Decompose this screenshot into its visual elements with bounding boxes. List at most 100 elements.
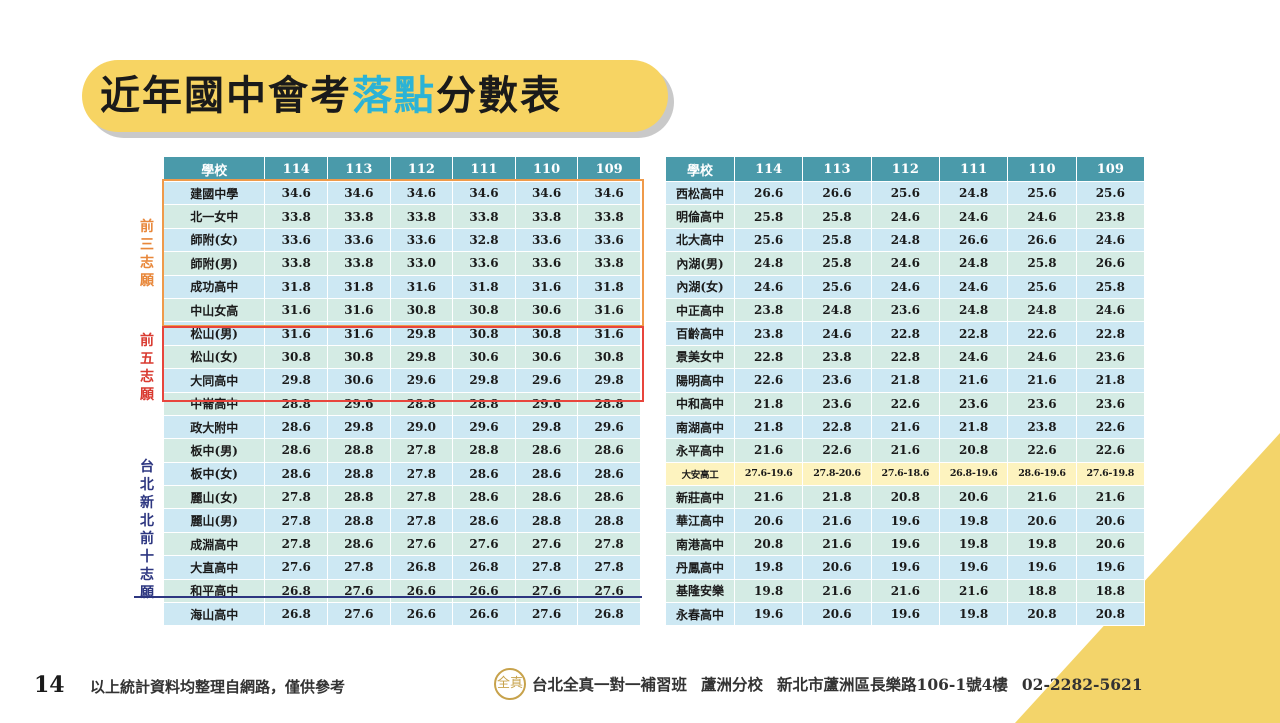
score-cell: 34.6	[577, 180, 641, 206]
score-cell: 20.6	[802, 602, 872, 627]
score-cell: 30.8	[264, 344, 329, 370]
score-cell: 26.6	[1075, 251, 1146, 276]
title-banner	[82, 60, 668, 132]
score-cell: 29.6	[452, 414, 516, 440]
score-cell: 19.8	[938, 531, 1009, 557]
school-name-cell: 丹鳳高中	[665, 555, 735, 580]
score-cell: 26.6	[452, 602, 516, 627]
score-cell: 23.8	[1007, 414, 1077, 440]
school-name-cell: 大直高中	[162, 555, 266, 580]
school-name-cell: 永春高中	[665, 602, 735, 627]
score-cell: 27.8	[327, 555, 391, 580]
score-cell: 29.8	[389, 344, 454, 370]
score-cell: 26.8	[577, 602, 641, 627]
score-cell: 19.8	[733, 578, 804, 604]
score-cell: 23.6	[1007, 391, 1077, 416]
score-cell: 28.8	[327, 438, 391, 463]
score-cell: 29.8	[514, 414, 579, 440]
score-cell: 24.6	[733, 274, 804, 299]
header-year: 114	[264, 156, 329, 182]
score-cell: 30.6	[327, 368, 391, 393]
score-cell: 27.8	[264, 485, 329, 510]
score-cell: 26.8	[389, 555, 454, 580]
header-year: 110	[514, 156, 579, 182]
score-cell: 20.6	[1007, 508, 1077, 533]
header-school: 學校	[162, 156, 266, 182]
score-cell: 26.6	[452, 578, 516, 604]
logo-icon: 全真	[494, 668, 526, 700]
school-name-cell: 大同高中	[162, 368, 266, 393]
table-row: 百齡高中 23.8 24.6 22.8 22.8 22.6 22.8	[665, 321, 1146, 346]
table-row: 永春高中 19.6 20.6 19.6 19.8 20.8 20.8	[665, 602, 1146, 627]
table-row: 松山(男) 31.6 31.6 29.8 30.8 30.8 31.6	[162, 321, 641, 346]
score-cell: 22.6	[733, 368, 804, 393]
score-cell: 28.8	[327, 485, 391, 510]
score-cell: 22.6	[1075, 438, 1146, 463]
score-cell: 23.6	[1075, 344, 1146, 370]
score-cell: 28.8	[327, 508, 391, 533]
score-cell: 30.8	[452, 321, 516, 346]
score-cell: 33.8	[264, 204, 329, 229]
header-row: 學校 114 113 112 111 110 109	[665, 156, 1146, 182]
table-row: 板中(男) 28.6 28.8 27.8 28.8 28.6 28.6	[162, 438, 641, 463]
footer-note: 以上統計資料均整理自網路，僅供參考	[90, 678, 346, 696]
score-cell: 25.8	[802, 227, 872, 253]
score-cell: 34.6	[389, 180, 454, 206]
score-cell: 28.6-19.6	[1007, 461, 1077, 487]
score-cell: 21.6	[802, 578, 872, 604]
score-cell: 27.8	[264, 508, 329, 533]
school-name-cell: 和平高中	[162, 578, 266, 604]
header-year: 111	[938, 156, 1009, 182]
score-cell: 22.8	[733, 344, 804, 370]
score-cell: 21.8	[733, 414, 804, 440]
score-cell: 27.6	[514, 578, 579, 604]
score-cell: 29.6	[577, 414, 641, 440]
score-cell: 23.8	[733, 297, 804, 323]
score-cell: 25.8	[733, 204, 804, 229]
score-cell: 33.6	[577, 227, 641, 253]
score-cell: 24.8	[938, 251, 1009, 276]
score-cell: 26.6	[802, 180, 872, 206]
group-label-top3: 前三志願	[140, 219, 154, 289]
score-cell: 23.8	[1075, 204, 1146, 229]
score-cell: 22.8	[1075, 321, 1146, 346]
table-row: 基隆安樂 19.8 21.6 21.6 21.6 18.8 18.8	[665, 578, 1146, 604]
score-cell: 29.6	[389, 368, 454, 393]
table-row: 陽明高中 22.6 23.6 21.8 21.6 21.6 21.8	[665, 368, 1146, 393]
score-cell: 25.6	[1007, 180, 1077, 206]
table-row: 海山高中 26.8 27.6 26.6 26.6 27.6 26.8	[162, 602, 641, 627]
school-name-cell: 西松高中	[665, 180, 735, 206]
score-cell: 33.6	[327, 227, 391, 253]
score-cell: 21.6	[938, 578, 1009, 604]
school-name-cell: 成功高中	[162, 274, 266, 299]
score-cell: 31.6	[264, 321, 329, 346]
score-cell: 31.8	[577, 274, 641, 299]
score-cell: 22.6	[1007, 438, 1077, 463]
score-cell: 27.8	[389, 438, 454, 463]
score-cell: 25.6	[1007, 274, 1077, 299]
title-highlight: 落點	[352, 72, 436, 119]
table-row: 建國中學 34.6 34.6 34.6 34.6 34.6 34.6	[162, 180, 641, 206]
table-row: 中山女高 31.6 31.6 30.8 30.8 30.6 31.6	[162, 297, 641, 323]
score-cell: 29.8	[577, 368, 641, 393]
score-cell: 34.6	[452, 180, 516, 206]
header-year: 111	[452, 156, 516, 182]
school-name-cell: 永平高中	[665, 438, 735, 463]
school-name-cell: 師附(女)	[162, 227, 266, 253]
score-cell: 29.6	[514, 391, 579, 416]
score-cell: 33.6	[514, 251, 579, 276]
score-cell: 19.6	[938, 555, 1009, 580]
score-cell: 22.8	[870, 321, 940, 346]
table-row: 成功高中 31.8 31.8 31.6 31.8 31.6 31.8	[162, 274, 641, 299]
score-cell: 30.8	[514, 321, 579, 346]
score-cell: 29.8	[389, 321, 454, 346]
table-row: 政大附中 28.6 29.8 29.0 29.6 29.8 29.6	[162, 414, 641, 440]
school-name-cell: 南湖高中	[665, 414, 735, 440]
score-cell: 21.6	[1007, 485, 1077, 510]
school-name-cell: 麗山(男)	[162, 508, 266, 533]
footer-contact: 台北全真一對一補習班 蘆洲分校 新北市蘆洲區長樂路106-1號4樓 02-2282-5…	[532, 673, 1157, 695]
score-cell: 31.8	[264, 274, 329, 299]
score-cell: 21.8	[802, 485, 872, 510]
score-cell: 31.8	[452, 274, 516, 299]
score-cell: 33.8	[452, 204, 516, 229]
